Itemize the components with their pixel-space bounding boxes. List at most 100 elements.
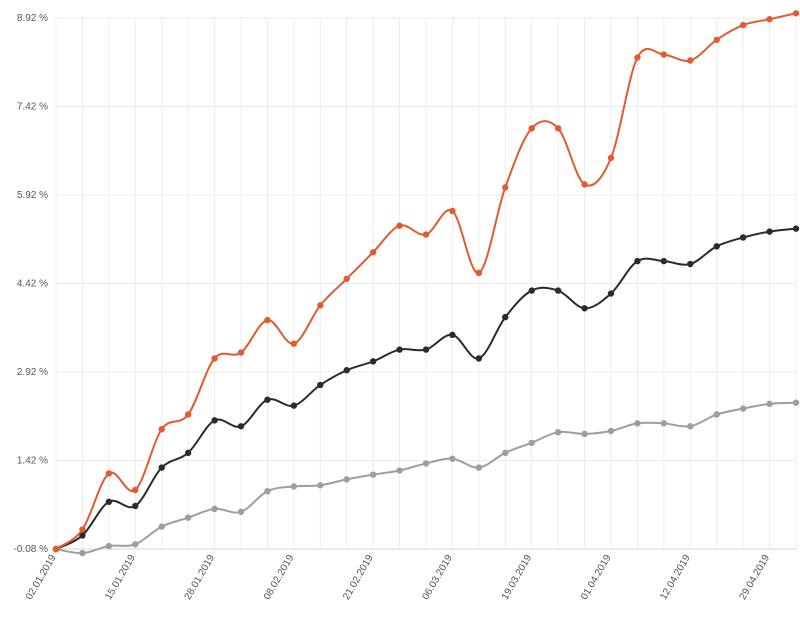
data-point xyxy=(237,508,245,516)
data-point xyxy=(739,405,747,412)
data-point xyxy=(607,154,615,162)
data-point xyxy=(79,526,86,533)
data-point xyxy=(422,346,430,353)
x-tick-label: 08.02.2019 xyxy=(262,553,297,602)
y-tick-label: 1.42 % xyxy=(17,456,48,467)
data-point xyxy=(158,464,165,471)
data-point xyxy=(211,355,218,362)
data-point xyxy=(132,502,139,510)
data-point xyxy=(660,51,668,58)
data-point xyxy=(687,423,694,430)
grid-layer xyxy=(55,17,797,550)
data-point xyxy=(660,257,668,265)
data-point xyxy=(369,471,377,478)
data-point xyxy=(607,427,615,435)
x-axis: 02.01.2019 15.01.2019 28.01.2019 08.02.2019… xyxy=(24,548,796,602)
data-point xyxy=(634,420,641,427)
data-point xyxy=(369,358,377,365)
data-point xyxy=(449,331,456,339)
data-point xyxy=(554,125,562,132)
data-point xyxy=(158,523,165,530)
x-tick-label: 15.01.2019 xyxy=(103,553,138,602)
data-point xyxy=(317,302,324,309)
data-point xyxy=(79,549,86,557)
series-layer xyxy=(52,10,800,557)
y-tick-label: 4.42 % xyxy=(17,279,48,290)
data-point xyxy=(290,402,298,409)
data-point xyxy=(502,184,509,191)
data-point xyxy=(184,449,192,457)
data-point xyxy=(317,381,324,389)
data-point xyxy=(713,243,720,250)
data-point xyxy=(739,234,747,241)
data-point xyxy=(290,483,298,490)
data-point xyxy=(634,54,641,61)
data-point xyxy=(343,476,350,483)
data-point xyxy=(792,225,800,232)
data-point xyxy=(739,21,747,29)
y-tick-label: -0.08 % xyxy=(14,544,49,555)
data-point xyxy=(449,207,456,215)
x-tick-label: 19.03.2019 xyxy=(500,553,535,602)
data-point xyxy=(184,514,192,521)
data-point xyxy=(264,316,271,324)
data-point xyxy=(184,411,192,418)
data-point xyxy=(554,287,562,294)
data-point xyxy=(581,181,588,188)
y-tick-label: 8.92 % xyxy=(17,13,48,24)
x-tick-label: 02.01.2019 xyxy=(24,553,59,602)
data-point xyxy=(475,269,483,277)
data-point xyxy=(713,411,720,418)
data-point xyxy=(581,430,588,438)
data-point xyxy=(158,426,165,433)
data-point xyxy=(79,532,86,539)
data-point xyxy=(132,486,139,494)
data-point xyxy=(264,396,271,403)
data-point xyxy=(660,420,668,427)
data-point xyxy=(766,228,773,235)
x-tick-label: 12.04.2019 xyxy=(658,553,693,602)
y-tick-label: 5.92 % xyxy=(17,190,48,201)
y-tick-label: 7.42 % xyxy=(17,102,48,113)
data-point xyxy=(343,367,350,374)
x-tick-label: 29.04.2019 xyxy=(738,553,773,602)
data-point xyxy=(396,222,403,229)
data-point xyxy=(211,505,218,513)
data-point xyxy=(634,257,641,265)
data-point xyxy=(105,542,113,550)
series-black xyxy=(52,225,800,553)
data-point xyxy=(766,400,773,408)
data-point xyxy=(52,545,60,553)
data-point xyxy=(554,428,562,436)
data-point xyxy=(317,482,324,489)
data-point xyxy=(475,464,483,471)
data-point xyxy=(528,287,535,294)
series-orange xyxy=(52,10,800,553)
x-tick-label: 28.01.2019 xyxy=(183,553,218,602)
data-point xyxy=(475,355,483,362)
data-point xyxy=(528,125,535,132)
y-axis: -0.08 % 1.42 % 2.92 % 4.42 % 5.92 % 7.42 % 8.9… xyxy=(14,13,49,555)
x-tick-label: 01.04.2019 xyxy=(579,553,614,602)
data-point xyxy=(607,290,615,297)
data-point xyxy=(792,10,800,17)
x-tick-label: 06.03.2019 xyxy=(420,553,455,602)
data-point xyxy=(766,15,773,23)
data-point xyxy=(792,399,800,406)
data-point xyxy=(105,470,113,477)
data-point xyxy=(502,313,509,321)
data-point xyxy=(105,498,113,505)
data-point xyxy=(369,249,377,256)
data-point xyxy=(396,467,403,474)
data-point xyxy=(422,231,430,238)
data-point xyxy=(237,349,245,356)
data-point xyxy=(237,423,245,430)
data-point xyxy=(449,455,456,462)
data-point xyxy=(264,487,271,495)
data-point xyxy=(290,340,298,347)
data-point xyxy=(581,305,588,312)
data-point xyxy=(422,460,430,467)
x-tick-label: 21.02.2019 xyxy=(341,553,376,602)
data-point xyxy=(713,36,720,44)
